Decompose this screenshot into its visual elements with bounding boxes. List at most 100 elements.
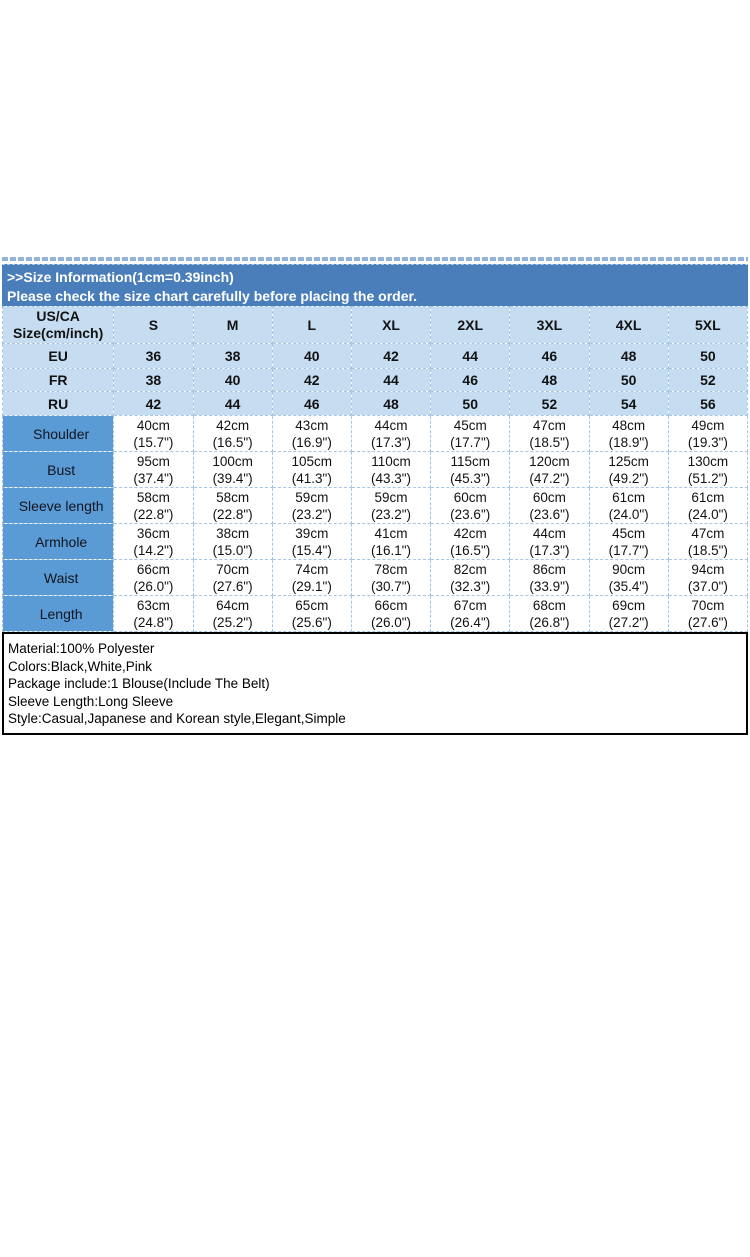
measurement-cell: 42cm (16.5") xyxy=(192,415,273,452)
measurement-inch: (24.8") xyxy=(133,614,174,630)
product-info-box: Material:100% Polyester Colors:Black,Whi… xyxy=(2,632,748,735)
measurement-row-bust: Bust 95cm (37.4") 100cm (39.4") 105cm (41.3") 1… xyxy=(1,451,749,488)
measurement-row-shoulder: Shoulder 40cm (15.7") 42cm (16.5") 43cm (16.9"… xyxy=(1,415,749,452)
measurement-cm: 61cm xyxy=(612,489,646,505)
region-label-eu: EU xyxy=(1,343,115,369)
measurement-cm: 42cm xyxy=(453,525,487,541)
measurement-inch: (19.3") xyxy=(687,434,728,450)
measurement-inch: (24.0") xyxy=(687,506,728,522)
measurement-cm: 82cm xyxy=(453,561,487,577)
size-column-header-2xl: 2XL xyxy=(430,306,511,344)
measurement-cm: 41cm xyxy=(374,525,408,541)
measurement-inch: (29.1") xyxy=(291,578,332,594)
measurement-cell: 39cm (15.4") xyxy=(271,523,352,560)
measurement-cm: 59cm xyxy=(295,489,329,505)
measurement-cell: 61cm (24.0") xyxy=(588,487,669,524)
measurement-inch: (43.3") xyxy=(370,470,412,486)
measurement-inch: (27.6") xyxy=(212,578,253,594)
region-value: 38 xyxy=(113,368,194,392)
measurement-cm: 120cm xyxy=(529,453,570,469)
measurement-cell: 82cm (32.3") xyxy=(430,559,511,596)
measurement-inch: (33.9") xyxy=(529,578,570,594)
measurement-inch: (47.2") xyxy=(529,470,570,486)
size-column-header-3xl: 3XL xyxy=(509,306,590,344)
measurement-inch: (51.2") xyxy=(687,470,728,486)
measurement-cm: 125cm xyxy=(608,453,649,469)
measurement-cell: 69cm (27.2") xyxy=(588,595,669,632)
product-info-line-sleeve: Sleeve Length:Long Sleeve xyxy=(8,693,174,709)
measurement-cm: 39cm xyxy=(295,525,329,541)
region-value: 48 xyxy=(350,391,432,416)
region-value: 56 xyxy=(667,391,749,416)
measurement-inch: (23.2") xyxy=(291,506,332,522)
measurement-cm: 94cm xyxy=(691,561,725,577)
measurement-cm: 70cm xyxy=(216,561,250,577)
measurement-cell: 38cm (15.0") xyxy=(192,523,273,560)
measurement-cell: 70cm (27.6") xyxy=(667,595,749,632)
measurement-cm: 86cm xyxy=(532,561,566,577)
measurement-row-length: Length 63cm (24.8") 64cm (25.2") 65cm (25.6") 6… xyxy=(1,595,749,632)
measurement-cell: 45cm (17.7") xyxy=(430,415,511,452)
measurement-cell: 48cm (18.9") xyxy=(588,415,669,452)
measurement-cm: 40cm xyxy=(136,417,170,433)
measurement-cell: 47cm (18.5") xyxy=(509,415,590,452)
measurement-inch: (39.4") xyxy=(212,470,253,486)
region-value: 46 xyxy=(271,391,352,416)
region-value: 44 xyxy=(192,391,273,416)
measurement-inch: (16.9") xyxy=(291,434,332,450)
measurement-inch: (22.8") xyxy=(133,506,174,522)
region-value: 52 xyxy=(509,391,590,416)
region-value: 46 xyxy=(509,343,590,369)
measurement-cm: 47cm xyxy=(532,417,566,433)
measurement-cell: 42cm (16.5") xyxy=(430,523,511,560)
measurement-cell: 86cm (33.9") xyxy=(509,559,590,596)
measurement-cm: 58cm xyxy=(136,489,170,505)
measurement-cm: 66cm xyxy=(374,597,408,613)
measurement-inch: (18.5") xyxy=(687,542,728,558)
region-value: 52 xyxy=(667,368,749,392)
measurement-label-waist: Waist xyxy=(1,559,115,596)
measurement-cell: 125cm (49.2") xyxy=(588,451,669,488)
region-row-ru: RU 42 44 46 48 50 52 54 56 xyxy=(1,391,749,416)
measurement-cell: 59cm (23.2") xyxy=(350,487,432,524)
measurement-cm: 70cm xyxy=(691,597,725,613)
measurement-cell: 105cm (41.3") xyxy=(271,451,352,488)
measurement-cm: 66cm xyxy=(136,561,170,577)
measurement-cell: 58cm (22.8") xyxy=(113,487,194,524)
measurement-cm: 48cm xyxy=(612,417,646,433)
measurement-cell: 110cm (43.3") xyxy=(350,451,432,488)
region-value: 48 xyxy=(588,343,669,369)
measurement-inch: (24.0") xyxy=(608,506,649,522)
size-column-header-l: L xyxy=(271,306,352,344)
measurement-cell: 74cm (29.1") xyxy=(271,559,352,596)
measurement-cell: 59cm (23.2") xyxy=(271,487,352,524)
measurement-cm: 42cm xyxy=(216,417,250,433)
size-chart-content: >>Size Information(1cm=0.39inch) Please … xyxy=(1,257,749,735)
measurement-cell: 63cm (24.8") xyxy=(113,595,194,632)
measurement-cm: 90cm xyxy=(612,561,646,577)
measurement-cm: 60cm xyxy=(453,489,487,505)
region-row-fr: FR 38 40 42 44 46 48 50 52 xyxy=(1,368,749,392)
measurement-cell: 61cm (24.0") xyxy=(667,487,749,524)
corner-header-line2: Size(cm/inch) xyxy=(13,325,104,341)
measurement-row-armhole: Armhole 36cm (14.2") 38cm (15.0") 39cm (15.4")… xyxy=(1,523,749,560)
measurement-cell: 45cm (17.7") xyxy=(588,523,669,560)
measurement-label-shoulder: Shoulder xyxy=(1,415,115,452)
measurement-inch: (45.3") xyxy=(450,470,491,486)
measurement-cell: 94cm (37.0") xyxy=(667,559,749,596)
measurement-cm: 68cm xyxy=(532,597,566,613)
measurement-cm: 43cm xyxy=(295,417,329,433)
measurement-cell: 95cm (37.4") xyxy=(113,451,194,488)
region-label-fr: FR xyxy=(1,368,115,392)
measurement-cm: 59cm xyxy=(374,489,408,505)
measurement-cell: 49cm (19.3") xyxy=(667,415,749,452)
measurement-cm: 44cm xyxy=(532,525,566,541)
measurement-cell: 68cm (26.8") xyxy=(509,595,590,632)
region-row-eu: EU 36 38 40 42 44 46 48 50 xyxy=(1,343,749,369)
measurement-cell: 60cm (23.6") xyxy=(509,487,590,524)
measurement-cm: 44cm xyxy=(374,417,408,433)
measurement-cm: 45cm xyxy=(453,417,487,433)
measurement-cm: 58cm xyxy=(216,489,250,505)
size-column-header-xl: XL xyxy=(350,306,432,344)
measurement-inch: (23.2") xyxy=(370,506,412,522)
